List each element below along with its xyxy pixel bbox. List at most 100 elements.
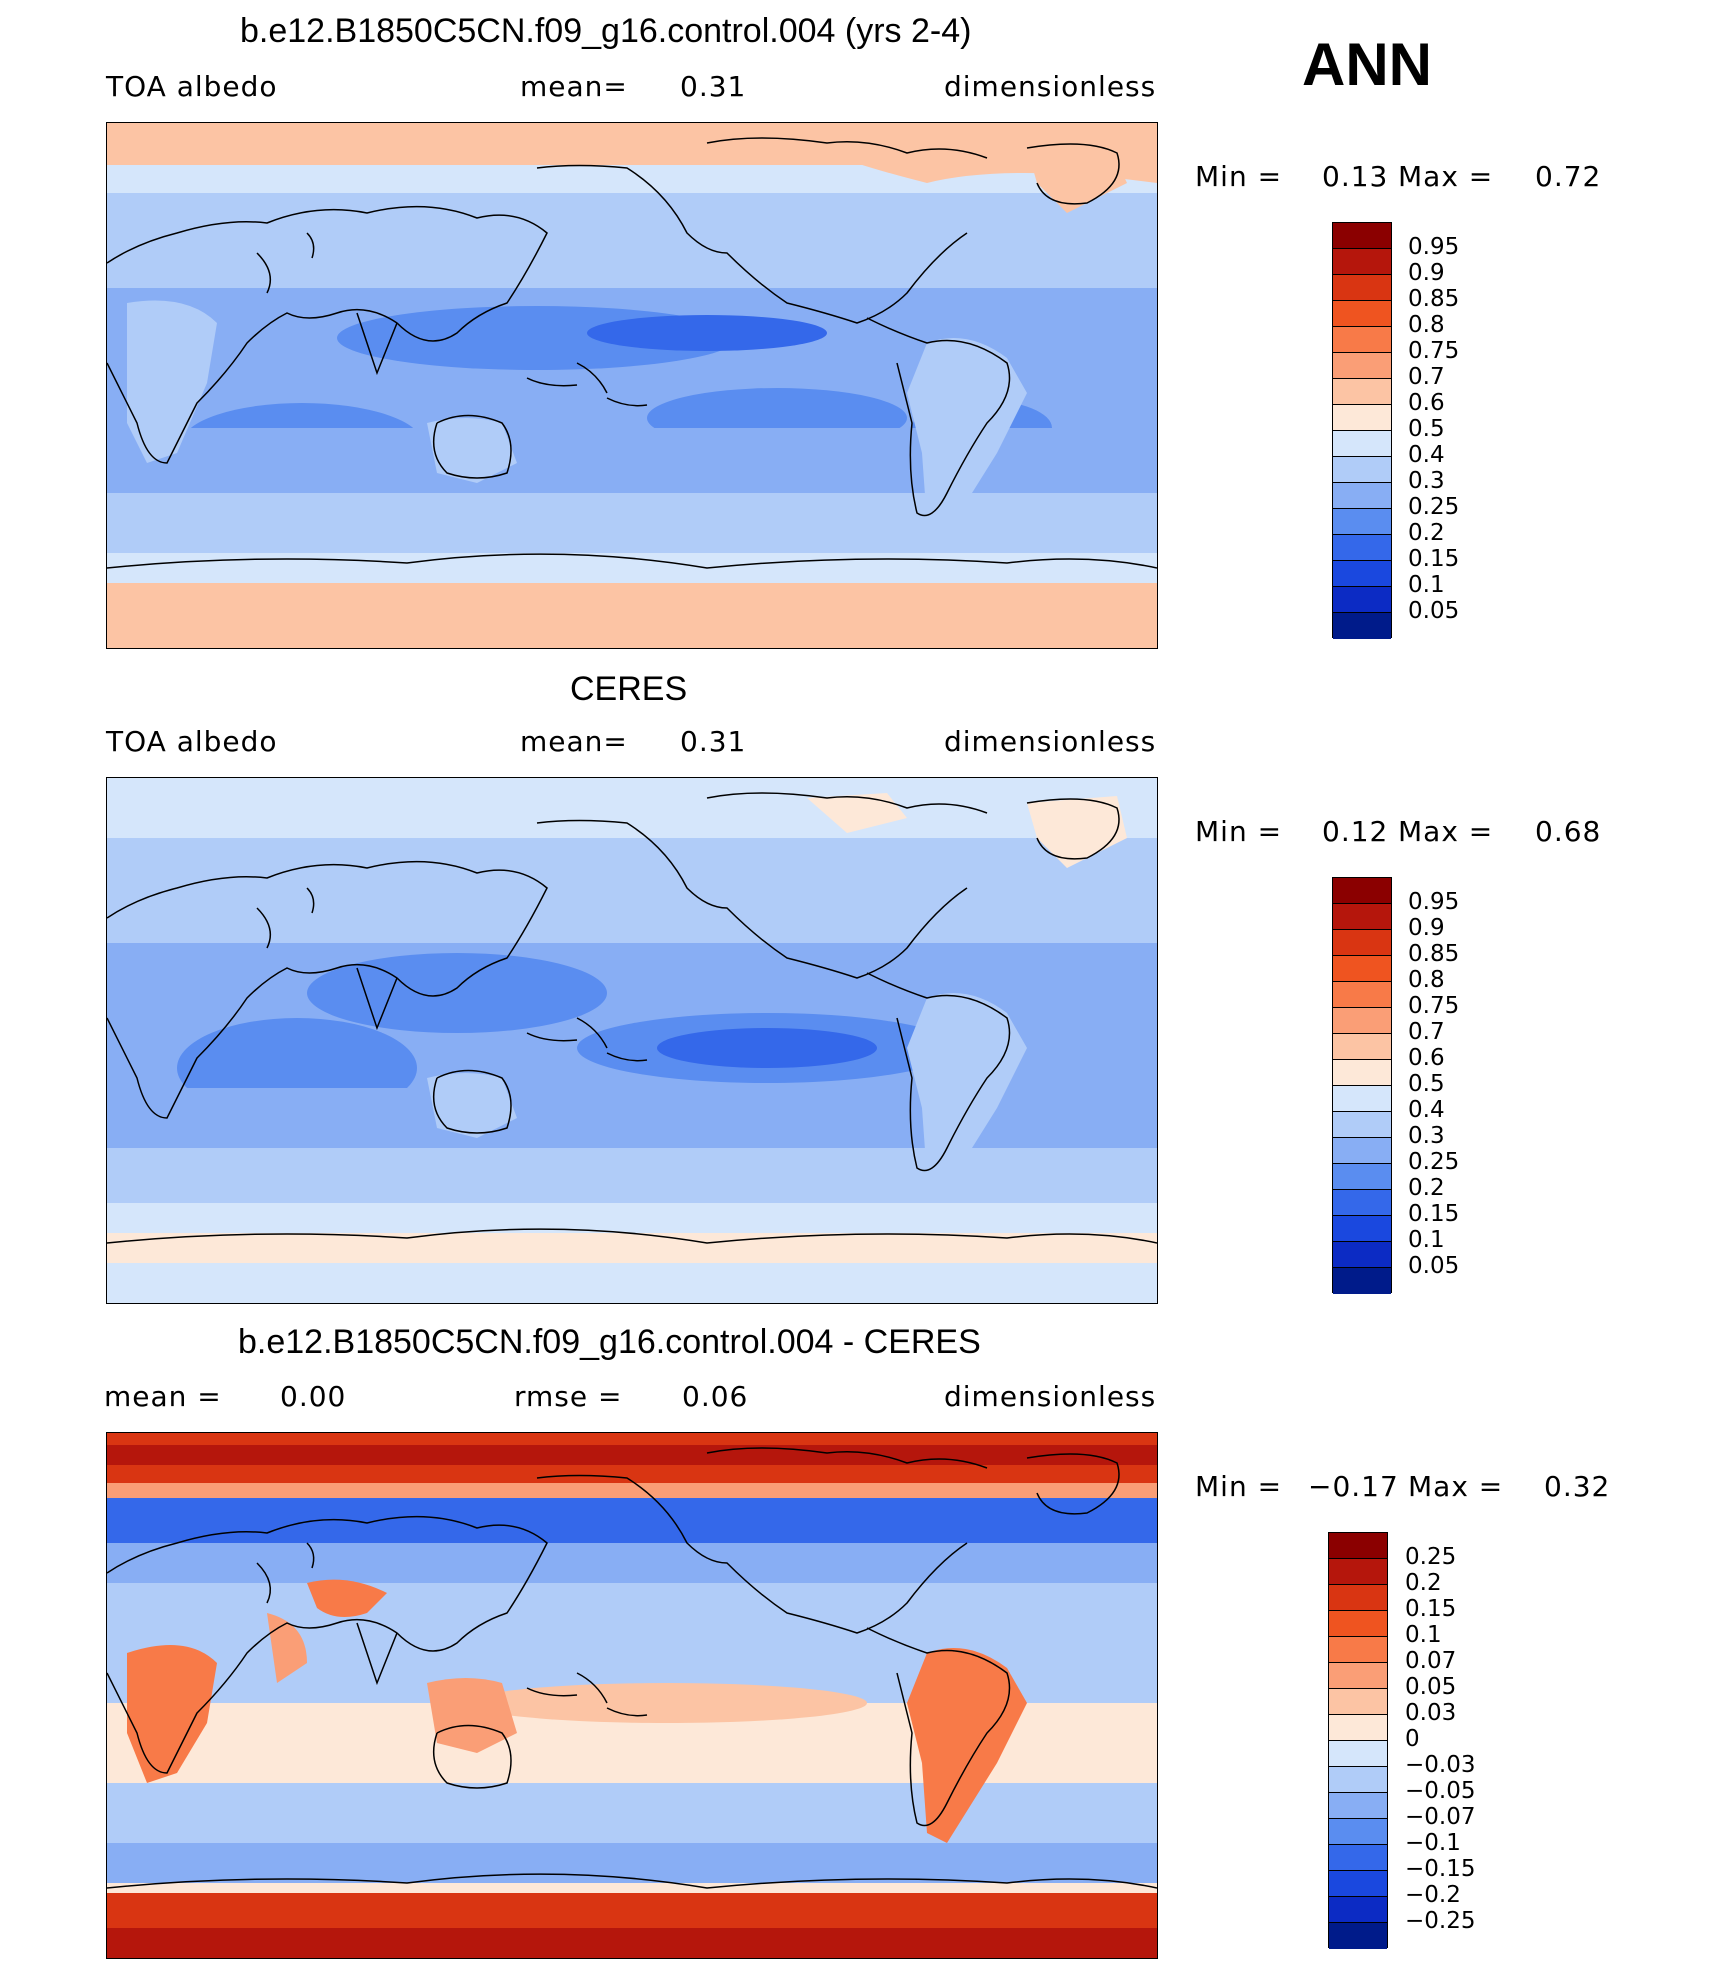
- panel2-max-label: Max =: [1398, 815, 1494, 848]
- panel1-max-value: 0.72: [1535, 160, 1602, 193]
- colorbar-swatch: [1333, 483, 1391, 509]
- colorbar-swatch: [1333, 613, 1391, 639]
- panel1-mean-label: mean=: [520, 70, 628, 103]
- colorbar-swatch: [1329, 1923, 1387, 1949]
- colorbar-swatch: [1329, 1741, 1387, 1767]
- colorbar-swatch: [1333, 1112, 1391, 1138]
- colorbar-tick-label: 0.85: [1408, 941, 1460, 967]
- colorbar-tick-label: 0.2: [1405, 1570, 1442, 1596]
- colorbar-swatch: [1329, 1793, 1387, 1819]
- colorbar-tick-label: −0.05: [1405, 1778, 1476, 1804]
- colorbar-swatch: [1333, 904, 1391, 930]
- panel2-title: CERES: [570, 670, 688, 708]
- colorbar-swatch: [1333, 353, 1391, 379]
- colorbar-swatch: [1329, 1585, 1387, 1611]
- colorbar-tick-label: 0.1: [1405, 1622, 1442, 1648]
- panel3-title: b.e12.B1850C5CN.f09_g16.control.004 - CE…: [238, 1323, 981, 1361]
- colorbar-tick-label: 0.8: [1408, 312, 1445, 338]
- colorbar-swatch: [1333, 956, 1391, 982]
- colorbar-swatch: [1329, 1559, 1387, 1585]
- panel1-min-value: 0.13: [1322, 160, 1389, 193]
- colorbar-swatch: [1333, 1138, 1391, 1164]
- panel2-max-value: 0.68: [1535, 815, 1602, 848]
- colorbar-tick-label: −0.25: [1405, 1908, 1476, 1934]
- colorbar-tick-label: 0: [1405, 1726, 1420, 1752]
- colorbar-swatch: [1333, 405, 1391, 431]
- colorbar-swatch: [1329, 1689, 1387, 1715]
- colorbar-swatch: [1333, 1086, 1391, 1112]
- colorbar-tick-label: 0.25: [1408, 1149, 1460, 1175]
- colorbar-tick-label: 0.95: [1408, 234, 1460, 260]
- colorbar-swatch: [1333, 327, 1391, 353]
- panel3-colorbar: [1328, 1532, 1388, 1949]
- panel3-max-label: Max =: [1408, 1470, 1504, 1503]
- colorbar-tick-label: 0.15: [1405, 1596, 1457, 1622]
- panel1-mean-value: 0.31: [680, 70, 747, 103]
- colorbar-swatch: [1329, 1897, 1387, 1923]
- colorbar-tick-label: 0.6: [1408, 390, 1445, 416]
- colorbar-swatch: [1333, 1008, 1391, 1034]
- panel3-max-value: 0.32: [1544, 1470, 1611, 1503]
- colorbar-tick-label: 0.15: [1408, 546, 1460, 572]
- colorbar-swatch: [1329, 1637, 1387, 1663]
- panel3-units-label: dimensionless: [944, 1380, 1157, 1413]
- colorbar-tick-label: −0.1: [1405, 1830, 1461, 1856]
- panel1-variable-label: TOA albedo: [106, 70, 278, 103]
- colorbar-tick-label: 0.1: [1408, 572, 1445, 598]
- panel3-rmse-label: rmse =: [514, 1380, 623, 1413]
- colorbar-swatch: [1333, 878, 1391, 904]
- panel1-max-label: Max =: [1398, 160, 1494, 193]
- colorbar-swatch: [1333, 587, 1391, 613]
- colorbar-swatch: [1333, 1060, 1391, 1086]
- colorbar-tick-label: −0.03: [1405, 1752, 1476, 1778]
- colorbar-tick-label: 0.4: [1408, 442, 1445, 468]
- panel2-min-label: Min =: [1195, 815, 1283, 848]
- colorbar-swatch: [1333, 509, 1391, 535]
- colorbar-tick-label: 0.3: [1408, 468, 1445, 494]
- colorbar-tick-label: 0.6: [1408, 1045, 1445, 1071]
- colorbar-swatch: [1333, 1268, 1391, 1294]
- colorbar-swatch: [1329, 1715, 1387, 1741]
- colorbar-tick-label: −0.2: [1405, 1882, 1461, 1908]
- colorbar-swatch: [1333, 301, 1391, 327]
- colorbar-tick-label: 0.7: [1408, 364, 1445, 390]
- colorbar-swatch: [1329, 1845, 1387, 1871]
- panel2-map: [106, 777, 1158, 1304]
- colorbar-swatch: [1333, 561, 1391, 587]
- colorbar-swatch: [1329, 1663, 1387, 1689]
- colorbar-tick-label: 0.2: [1408, 520, 1445, 546]
- colorbar-tick-label: −0.15: [1405, 1856, 1476, 1882]
- colorbar-swatch: [1333, 1190, 1391, 1216]
- colorbar-swatch: [1329, 1611, 1387, 1637]
- colorbar-swatch: [1333, 275, 1391, 301]
- colorbar-swatch: [1333, 223, 1391, 249]
- panel2-mean-label: mean=: [520, 725, 628, 758]
- panel1-units-label: dimensionless: [944, 70, 1157, 103]
- season-label: ANN: [1302, 31, 1432, 98]
- colorbar-tick-label: 0.95: [1408, 889, 1460, 915]
- colorbar-tick-label: 0.4: [1408, 1097, 1445, 1123]
- colorbar-tick-label: 0.9: [1408, 915, 1445, 941]
- colorbar-tick-label: −0.07: [1405, 1804, 1476, 1830]
- colorbar-tick-label: 0.25: [1408, 494, 1460, 520]
- panel3-min-label: Min =: [1195, 1470, 1283, 1503]
- panel2-mean-value: 0.31: [680, 725, 747, 758]
- panel2-colorbar: [1332, 877, 1392, 1294]
- colorbar-tick-label: 0.25: [1405, 1544, 1457, 1570]
- colorbar-tick-label: 0.8: [1408, 967, 1445, 993]
- colorbar-tick-label: 0.3: [1408, 1123, 1445, 1149]
- panel3-rmse-value: 0.06: [682, 1380, 749, 1413]
- panel1-map: [106, 122, 1158, 649]
- colorbar-tick-label: 0.75: [1408, 338, 1460, 364]
- colorbar-tick-label: 0.07: [1405, 1648, 1457, 1674]
- colorbar-tick-label: 0.05: [1408, 598, 1460, 624]
- panel1-min-label: Min =: [1195, 160, 1283, 193]
- colorbar-swatch: [1333, 379, 1391, 405]
- panel2-variable-label: TOA albedo: [106, 725, 278, 758]
- panel1-colorbar: [1332, 222, 1392, 639]
- panel2-min-value: 0.12: [1322, 815, 1389, 848]
- colorbar-swatch: [1333, 1242, 1391, 1268]
- colorbar-tick-label: 0.1: [1408, 1227, 1445, 1253]
- panel3-min-value: −0.17: [1308, 1470, 1399, 1503]
- colorbar-tick-label: 0.7: [1408, 1019, 1445, 1045]
